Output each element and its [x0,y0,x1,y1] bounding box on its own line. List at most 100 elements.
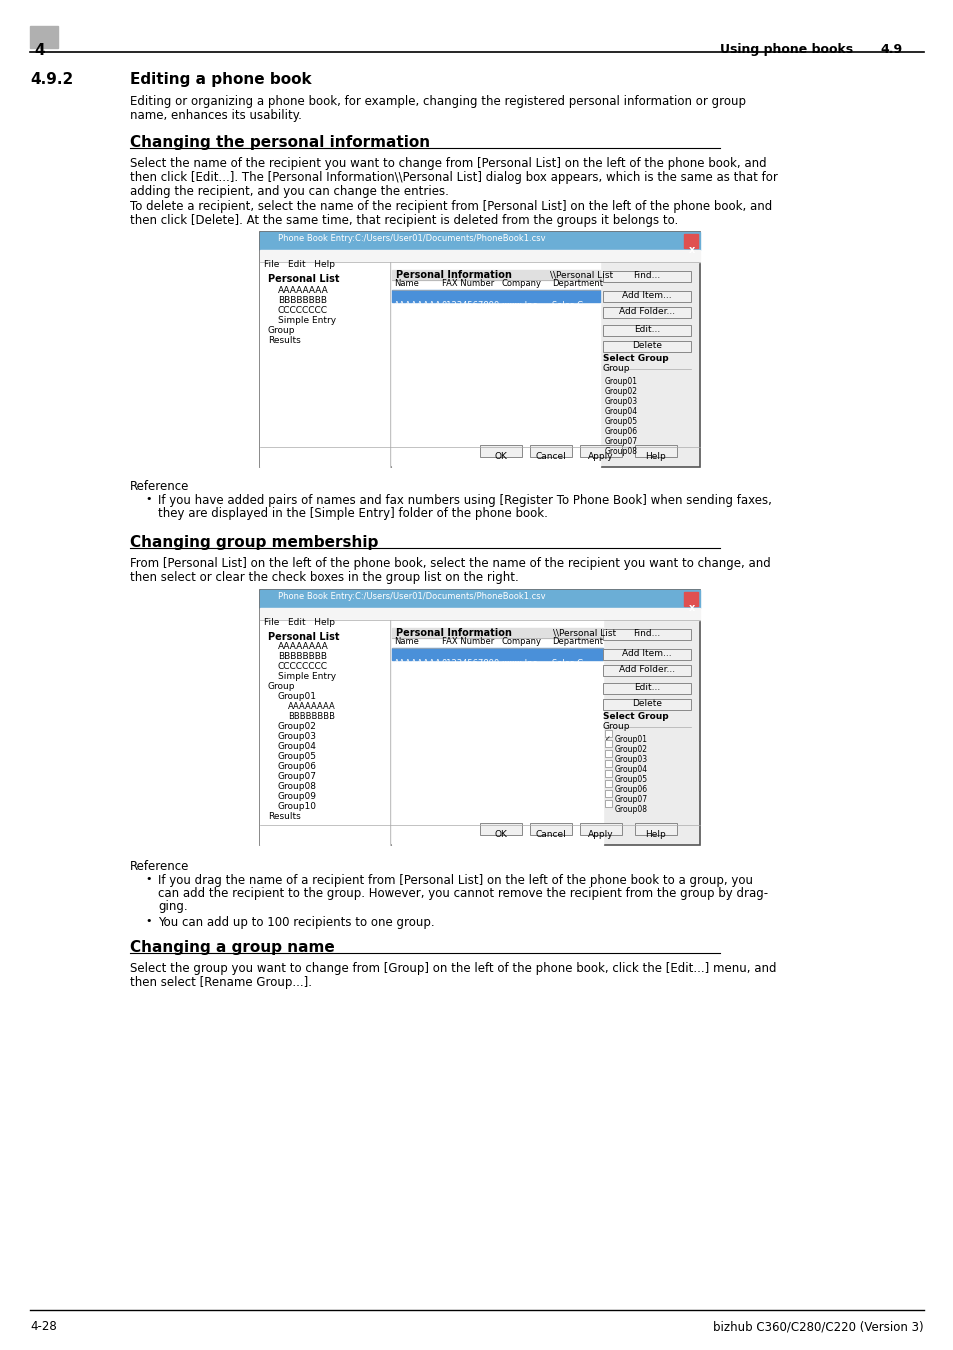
Bar [260,250,700,262]
FancyBboxPatch shape [635,824,677,836]
Text: 4: 4 [34,43,45,58]
Bar [604,760,612,767]
FancyBboxPatch shape [602,292,690,302]
Bar [604,740,612,747]
Text: Group07: Group07 [604,437,638,446]
Text: Add Folder...: Add Folder... [618,666,675,674]
Text: Group04: Group04 [604,406,638,416]
Text: Add Item...: Add Item... [621,649,671,657]
Text: Results: Results [268,336,300,346]
Text: Group10: Group10 [277,802,316,811]
Text: File   Edit   Help: File Edit Help [264,618,335,626]
Text: AAAAAAAA: AAAAAAAA [394,659,441,668]
Text: Results: Results [268,811,300,821]
Bar [392,648,602,660]
Text: •: • [145,494,152,504]
Text: they are displayed in the [Simple Entry] folder of the phone book.: they are displayed in the [Simple Entry]… [158,508,547,520]
Text: Find...: Find... [633,629,659,639]
Text: Changing group membership: Changing group membership [130,535,378,549]
Text: OK: OK [494,830,507,838]
Text: then click [Delete]. At the same time, that recipient is deleted from the groups: then click [Delete]. At the same time, t… [130,215,678,227]
FancyBboxPatch shape [635,446,677,458]
Text: Group: Group [268,682,295,691]
Text: Find...: Find... [633,271,659,279]
Text: Group08: Group08 [604,447,638,456]
Text: Phone Book Entry:C:/Users/User01/Documents/PhoneBook1.csv: Phone Book Entry:C:/Users/User01/Documen… [277,593,545,601]
Text: Group01: Group01 [615,734,647,744]
Text: Add Folder...: Add Folder... [618,306,675,316]
Text: Group05: Group05 [615,775,647,784]
Text: Department: Department [552,279,602,288]
FancyBboxPatch shape [602,683,690,694]
Text: Group02: Group02 [615,745,647,755]
Bar [392,270,599,279]
Text: AAAAAAAA: AAAAAAAA [394,301,441,310]
Text: xxxx Inc.: xxxx Inc. [501,301,539,310]
Text: If you have added pairs of names and fax numbers using [Register To Phone Book] : If you have added pairs of names and fax… [158,494,771,508]
Text: Group03: Group03 [604,397,638,406]
Text: Editing a phone book: Editing a phone book [130,72,312,86]
Text: If you drag the name of a recipient from [Personal List] on the left of the phon: If you drag the name of a recipient from… [158,873,752,887]
Text: Help: Help [645,452,666,460]
Text: Delete: Delete [631,699,661,707]
Text: •: • [145,917,152,926]
Text: Phone Book Entry:C:/Users/User01/Documents/PhoneBook1.csv: Phone Book Entry:C:/Users/User01/Documen… [277,234,545,243]
Text: To delete a recipient, select the name of the recipient from [Personal List] on : To delete a recipient, select the name o… [130,200,771,213]
Text: Apply: Apply [588,830,613,838]
Text: File   Edit   Help: File Edit Help [264,261,335,269]
Text: xxxx Inc.: xxxx Inc. [501,659,539,668]
FancyBboxPatch shape [602,306,690,319]
Text: Group02: Group02 [604,387,638,396]
FancyBboxPatch shape [579,824,621,836]
Text: Group06: Group06 [615,784,647,794]
Text: AAAAAAAA: AAAAAAAA [288,702,335,711]
Text: Sales G.: Sales G. [552,301,585,310]
FancyBboxPatch shape [602,649,690,660]
Bar [604,730,612,737]
Text: Group01: Group01 [604,377,638,386]
Text: Add Item...: Add Item... [621,292,671,300]
Bar [392,290,599,302]
Text: 01234567890: 01234567890 [441,301,499,310]
Text: Cancel: Cancel [535,830,566,838]
Text: Edit...: Edit... [633,683,659,693]
Text: then select or clear the check boxes in the group list on the right.: then select or clear the check boxes in … [130,571,518,585]
Text: Reference: Reference [130,481,190,493]
Text: Department: Department [552,637,602,647]
Text: Company: Company [501,637,541,647]
Text: Name: Name [394,637,418,647]
Text: 4.9.2: 4.9.2 [30,72,73,86]
Text: Personal List: Personal List [268,632,339,643]
FancyBboxPatch shape [602,666,690,676]
Text: adding the recipient, and you can change the entries.: adding the recipient, and you can change… [130,185,449,198]
Bar [260,590,700,608]
Text: Apply: Apply [588,452,613,460]
Text: Group08: Group08 [277,782,316,791]
Bar [604,790,612,796]
Text: Personal Information: Personal Information [395,628,512,639]
Text: Group01: Group01 [277,693,316,701]
Text: Changing the personal information: Changing the personal information [130,135,430,150]
Text: Group06: Group06 [604,427,638,436]
Text: ✓: ✓ [604,736,610,742]
Text: Group: Group [602,722,630,730]
Text: Name: Name [394,279,418,288]
Bar [683,593,698,606]
Text: Help: Help [645,830,666,838]
Text: Editing or organizing a phone book, for example, changing the registered persona: Editing or organizing a phone book, for … [130,95,745,108]
Text: Select Group: Select Group [602,354,668,363]
Text: BBBBBBBB: BBBBBBBB [277,652,327,662]
FancyBboxPatch shape [530,824,572,836]
Text: Personal List: Personal List [268,274,339,284]
Text: x: x [688,603,695,613]
Bar [604,751,612,757]
FancyBboxPatch shape [260,590,700,845]
Bar [260,232,700,250]
Text: BBBBBBBB: BBBBBBBB [277,296,327,305]
Text: Sales G.: Sales G. [552,659,585,668]
Text: AAAAAAAA: AAAAAAAA [277,643,329,651]
Text: x: x [688,244,695,255]
Text: Reference: Reference [130,860,190,873]
FancyBboxPatch shape [479,824,521,836]
Text: then select [Rename Group...].: then select [Rename Group...]. [130,976,312,990]
